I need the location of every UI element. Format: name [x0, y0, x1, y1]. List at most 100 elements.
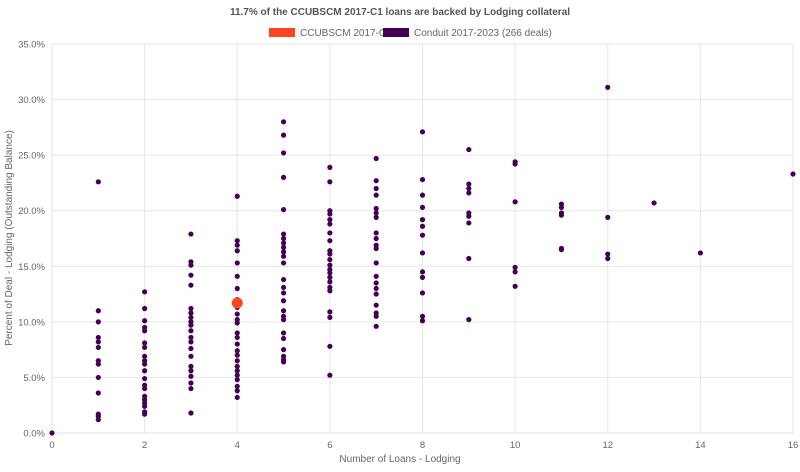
conduit-data-point[interactable]	[234, 377, 240, 383]
conduit-data-point[interactable]	[373, 235, 379, 242]
conduit-data-point[interactable]	[327, 274, 333, 280]
conduit-data-point[interactable]	[558, 204, 565, 210]
conduit-data-point[interactable]	[142, 403, 148, 409]
conduit-data-point[interactable]	[419, 204, 426, 210]
conduit-data-point[interactable]	[142, 368, 148, 374]
conduit-data-point[interactable]	[419, 232, 426, 238]
conduit-data-point[interactable]	[419, 274, 426, 280]
conduit-data-point[interactable]	[419, 217, 426, 223]
conduit-data-point[interactable]	[373, 323, 379, 329]
conduit-data-point[interactable]	[142, 305, 148, 312]
conduit-data-point[interactable]	[466, 213, 472, 219]
conduit-data-point[interactable]	[280, 335, 287, 342]
conduit-data-point[interactable]	[234, 248, 240, 254]
conduit-data-point[interactable]	[512, 283, 518, 289]
conduit-data-point[interactable]	[466, 146, 472, 153]
conduit-data-point[interactable]	[512, 199, 518, 205]
conduit-data-point[interactable]	[142, 411, 148, 417]
conduit-data-point[interactable]	[280, 150, 287, 156]
conduit-data-point[interactable]	[234, 273, 240, 279]
conduit-data-point[interactable]	[280, 207, 287, 213]
conduit-data-point[interactable]	[234, 242, 240, 248]
conduit-data-point[interactable]	[373, 230, 379, 236]
conduit-data-point[interactable]	[466, 220, 472, 226]
conduit-data-point[interactable]	[280, 317, 287, 323]
conduit-data-point[interactable]	[234, 238, 240, 244]
conduit-data-point[interactable]	[188, 231, 194, 237]
conduit-data-point[interactable]	[142, 289, 148, 295]
conduit-data-point[interactable]	[373, 302, 379, 308]
conduit-data-point[interactable]	[49, 430, 55, 436]
conduit-data-point[interactable]	[327, 279, 333, 285]
conduit-data-point[interactable]	[234, 320, 240, 326]
conduit-data-point[interactable]	[234, 388, 240, 394]
conduit-data-point[interactable]	[373, 273, 379, 279]
conduit-data-point[interactable]	[327, 288, 333, 294]
conduit-data-point[interactable]	[327, 238, 333, 244]
conduit-data-point[interactable]	[188, 373, 194, 379]
conduit-data-point[interactable]	[280, 119, 287, 125]
conduit-data-point[interactable]	[327, 343, 333, 349]
conduit-data-point[interactable]	[373, 245, 379, 252]
conduit-data-point[interactable]	[95, 334, 101, 341]
conduit-data-point[interactable]	[512, 264, 518, 270]
conduit-data-point[interactable]	[142, 361, 148, 367]
conduit-data-point[interactable]	[188, 310, 194, 316]
conduit-data-point[interactable]	[188, 262, 194, 268]
conduit-data-point[interactable]	[327, 251, 333, 257]
conduit-data-point[interactable]	[373, 155, 379, 162]
conduit-data-point[interactable]	[188, 328, 194, 334]
conduit-data-point[interactable]	[280, 244, 287, 250]
conduit-data-point[interactable]	[188, 305, 194, 312]
conduit-data-point[interactable]	[373, 285, 379, 292]
conduit-data-point[interactable]	[280, 260, 287, 266]
conduit-data-point[interactable]	[234, 260, 240, 266]
conduit-data-point[interactable]	[280, 240, 287, 246]
conduit-data-point[interactable]	[280, 231, 287, 237]
conduit-data-point[interactable]	[95, 361, 101, 367]
conduit-data-point[interactable]	[234, 311, 240, 317]
conduit-data-point[interactable]	[188, 385, 194, 392]
legend-item-conduit[interactable]: Conduit 2017-2023 (266 deals)	[383, 28, 552, 39]
conduit-data-point[interactable]	[373, 214, 379, 220]
conduit-data-point[interactable]	[419, 269, 426, 275]
legend-item-ccubscm[interactable]: CCUBSCM 2017-C1	[269, 28, 392, 39]
conduit-data-point[interactable]	[280, 284, 287, 291]
conduit-data-point[interactable]	[419, 290, 426, 296]
conduit-data-point[interactable]	[605, 255, 611, 262]
conduit-data-point[interactable]	[234, 285, 240, 292]
conduit-data-point[interactable]	[466, 317, 472, 323]
conduit-data-point[interactable]	[188, 380, 194, 386]
conduit-data-point[interactable]	[188, 314, 194, 321]
conduit-data-point[interactable]	[373, 210, 379, 216]
conduit-data-point[interactable]	[327, 314, 333, 321]
conduit-data-point[interactable]	[605, 84, 611, 90]
conduit-data-point[interactable]	[327, 230, 333, 236]
conduit-data-point[interactable]	[95, 308, 101, 314]
conduit-data-point[interactable]	[142, 385, 148, 392]
conduit-data-point[interactable]	[373, 313, 379, 319]
conduit-data-point[interactable]	[419, 250, 426, 256]
conduit-data-point[interactable]	[95, 344, 101, 351]
conduit-data-point[interactable]	[188, 345, 194, 352]
conduit-data-point[interactable]	[373, 185, 379, 192]
conduit-data-point[interactable]	[142, 353, 148, 359]
conduit-data-point[interactable]	[466, 181, 472, 187]
conduit-data-point[interactable]	[188, 353, 194, 359]
conduit-data-point[interactable]	[234, 330, 240, 336]
conduit-data-point[interactable]	[327, 372, 333, 378]
conduit-data-point[interactable]	[142, 344, 148, 351]
conduit-data-point[interactable]	[280, 330, 287, 336]
conduit-data-point[interactable]	[95, 374, 101, 381]
conduit-data-point[interactable]	[419, 176, 426, 183]
conduit-data-point[interactable]	[280, 308, 287, 314]
conduit-data-point[interactable]	[142, 318, 148, 324]
conduit-data-point[interactable]	[280, 253, 287, 259]
conduit-data-point[interactable]	[188, 322, 194, 328]
conduit-data-point[interactable]	[280, 359, 287, 365]
conduit-data-point[interactable]	[280, 235, 287, 242]
conduit-data-point[interactable]	[327, 211, 333, 217]
conduit-data-point[interactable]	[327, 164, 333, 170]
conduit-data-point[interactable]	[234, 372, 240, 378]
conduit-data-point[interactable]	[188, 339, 194, 345]
